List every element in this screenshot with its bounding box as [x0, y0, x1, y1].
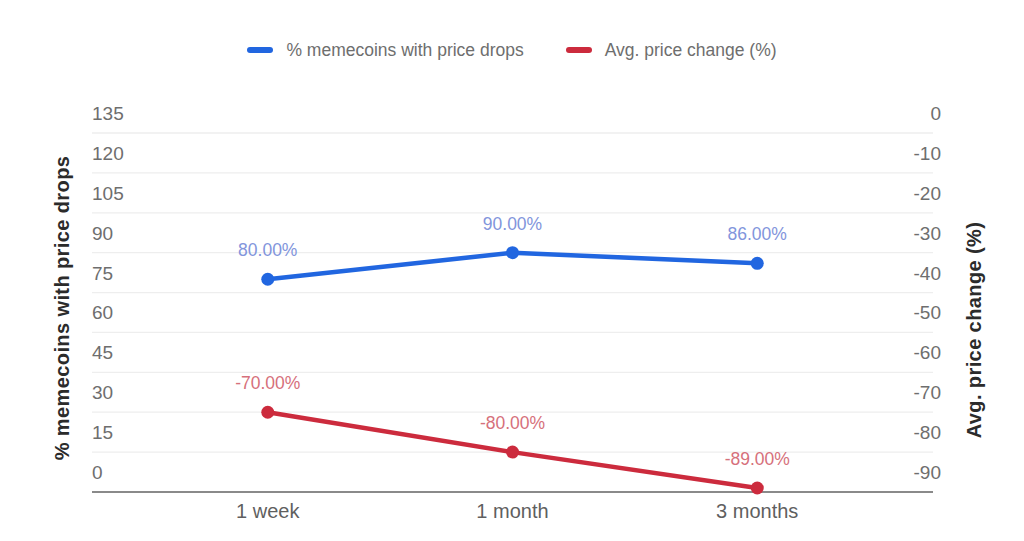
data-point-label: -89.00%: [725, 449, 790, 469]
left-axis-tick-label: 30: [92, 382, 113, 403]
data-point: [751, 257, 764, 270]
data-point: [751, 482, 764, 495]
data-point-label: -80.00%: [480, 413, 545, 433]
right-axis-tick-label: -10: [914, 143, 941, 164]
data-point-label: 86.00%: [728, 224, 787, 244]
data-point-label: 90.00%: [483, 214, 542, 234]
data-point: [261, 273, 274, 286]
x-axis-tick-label: 3 months: [716, 500, 798, 522]
x-axis-tick-label: 1 week: [236, 500, 300, 522]
data-point-label: -70.00%: [235, 373, 300, 393]
data-point: [506, 446, 519, 459]
left-axis-tick-label: 15: [92, 422, 113, 443]
chart-canvas: 135 120 105 90 75 60 45 30 15 0 0 -10 -20 -30 -40 -50 -6…: [0, 0, 1024, 541]
data-point: [506, 246, 519, 259]
left-axis-tick-label: 90: [92, 223, 113, 244]
right-axis-tick-label: -60: [914, 342, 941, 363]
left-axis-tick-label: 105: [92, 183, 124, 204]
x-axis-tick-label: 1 month: [476, 500, 548, 522]
left-axis-tick-label: 60: [92, 302, 113, 323]
right-axis-tick-label: -40: [914, 263, 941, 284]
data-point: [261, 406, 274, 419]
right-axis-tick-label: -30: [914, 223, 941, 244]
left-axis-tick-label: 45: [92, 342, 113, 363]
right-axis-tick-label: -70: [914, 382, 941, 403]
right-axis-tick-label: 0: [930, 103, 941, 124]
left-axis-tick-label: 135: [92, 103, 124, 124]
left-axis-tick-label: 0: [92, 462, 103, 483]
right-axis-tick-label: -20: [914, 183, 941, 204]
right-axis-tick-label: -80: [914, 422, 941, 443]
left-axis-tick-label: 120: [92, 143, 124, 164]
right-axis-tick-label: -50: [914, 302, 941, 323]
left-axis-tick-label: 75: [92, 263, 113, 284]
right-axis-tick-label: -90: [914, 462, 941, 483]
data-point-label: 80.00%: [238, 240, 297, 260]
